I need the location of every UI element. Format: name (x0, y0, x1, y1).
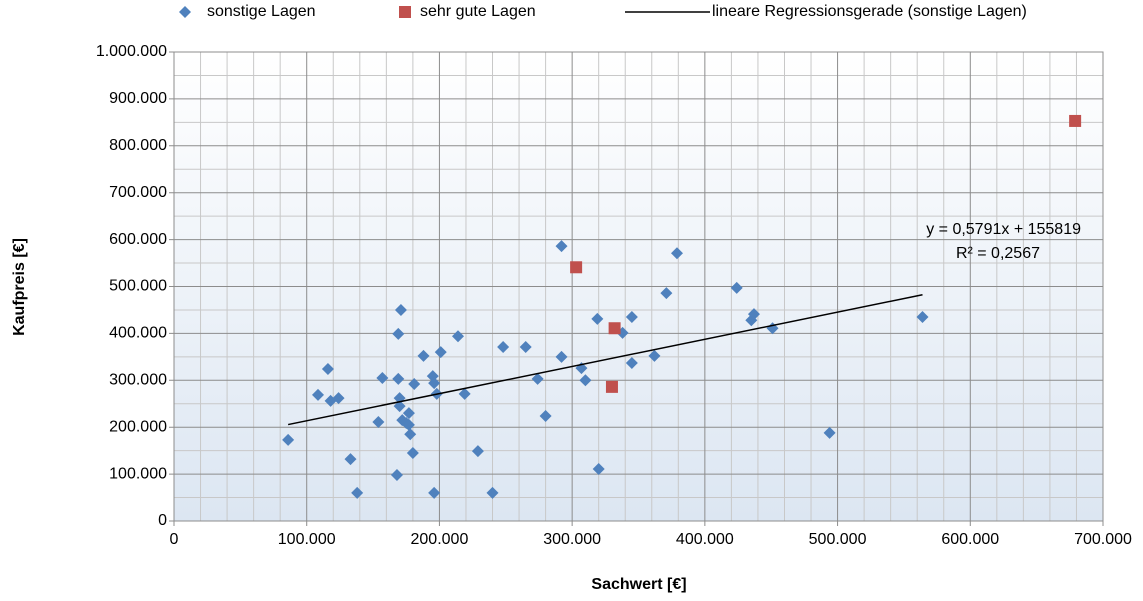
x-tick-label: 0 (170, 531, 179, 548)
point (519, 341, 532, 354)
point (670, 247, 683, 260)
y-tick-label: 100.000 (109, 465, 167, 482)
y-tick-label: 300.000 (109, 372, 167, 389)
y-axis-title: Kaufpreis [€] (11, 238, 28, 336)
point (402, 418, 415, 431)
y-tick-label: 600.000 (109, 231, 167, 248)
point (570, 261, 583, 274)
point (394, 303, 407, 316)
legend-marker (399, 6, 411, 18)
y-tick-label: 400.000 (109, 325, 167, 342)
point (625, 356, 638, 369)
point (486, 486, 499, 499)
point (372, 416, 385, 429)
y-tick-label: 700.000 (109, 184, 167, 201)
regression-line (287, 294, 923, 426)
point (608, 322, 621, 335)
point (660, 287, 673, 300)
x-tick-label: 600.000 (941, 531, 999, 548)
point (351, 486, 364, 499)
point (555, 350, 568, 363)
point (390, 469, 403, 482)
legend-label: sonstige Lagen (207, 3, 316, 20)
point (497, 341, 510, 354)
point (591, 312, 604, 325)
annotation: R² = 0,2567 (956, 245, 1040, 262)
point (916, 310, 929, 323)
point (531, 372, 544, 385)
point (539, 409, 552, 422)
point (730, 281, 743, 294)
point (332, 392, 345, 405)
point (555, 240, 568, 253)
x-axis-title: Sachwert [€] (591, 576, 686, 593)
point (648, 349, 661, 362)
point (625, 310, 638, 323)
point (344, 453, 357, 466)
point (392, 372, 405, 385)
y-tick-label: 500.000 (109, 278, 167, 295)
point (282, 433, 295, 446)
point (408, 378, 421, 391)
annotation: y = 0,5791x + 155819 (926, 221, 1081, 238)
y-tick-label: 1.000.000 (96, 43, 167, 60)
plot-border (173, 51, 1104, 522)
point (471, 445, 484, 458)
point (404, 428, 417, 441)
x-tick-label: 500.000 (809, 531, 867, 548)
point (428, 377, 441, 390)
point (392, 327, 405, 340)
point (311, 388, 324, 401)
point (747, 308, 760, 321)
legend-marker (179, 6, 191, 18)
y-tick-label: 800.000 (109, 137, 167, 154)
legend-label: lineare Regressionsgerade (sonstige Lage… (712, 3, 1027, 20)
point (452, 330, 465, 343)
point (321, 363, 334, 376)
point (823, 426, 836, 439)
x-tick-label: 300.000 (543, 531, 601, 548)
point (406, 446, 419, 459)
y-tick-label: 0 (158, 512, 167, 529)
x-tick-label: 400.000 (676, 531, 734, 548)
y-tick-label: 900.000 (109, 90, 167, 107)
x-tick-label: 200.000 (411, 531, 469, 548)
x-tick-label: 100.000 (278, 531, 336, 548)
point (417, 349, 430, 362)
legend-label: sehr gute Lagen (420, 3, 536, 20)
point (605, 380, 618, 393)
point (434, 346, 447, 359)
grid (169, 51, 1104, 526)
point (376, 371, 389, 384)
point (402, 407, 415, 420)
point (1069, 114, 1082, 127)
point (458, 387, 471, 400)
point (428, 486, 441, 499)
point (592, 462, 605, 475)
y-tick-label: 200.000 (109, 418, 167, 435)
point (579, 374, 592, 387)
x-tick-label: 700.000 (1074, 531, 1132, 548)
